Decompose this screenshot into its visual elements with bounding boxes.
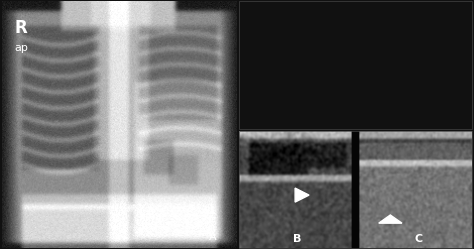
Text: A: A (209, 232, 217, 242)
Text: (A) Radiografía de tórax que muestra un aumento de densidad que ocupa
los 2/3 in: (A) Radiografía de tórax que muestra un … (245, 44, 456, 63)
Text: Figura 6. HDC posterolateral derecha.: Figura 6. HDC posterolateral derecha. (245, 5, 364, 10)
Bar (239, 131, 472, 248)
Text: Infección respiratoria.: Infección respiratoria. (245, 30, 305, 36)
Polygon shape (379, 215, 402, 223)
Text: Presentación en  un lactante: Presentación en un lactante (336, 5, 415, 10)
Text: ap: ap (14, 43, 28, 53)
Text: de 3 meses sin antecedentes patológicos conocidos que consulta por: de 3 meses sin antecedentes patológicos … (245, 20, 437, 25)
Text: (B) y (C)   Imágenes de ecografía en corte longitudinal oblicuo que
confirman el: (B) y (C) Imágenes de ecografía en corte… (245, 73, 458, 106)
Text: B: B (293, 234, 301, 244)
Text: R: R (14, 19, 27, 37)
Text: C: C (414, 234, 422, 244)
Polygon shape (295, 188, 309, 202)
